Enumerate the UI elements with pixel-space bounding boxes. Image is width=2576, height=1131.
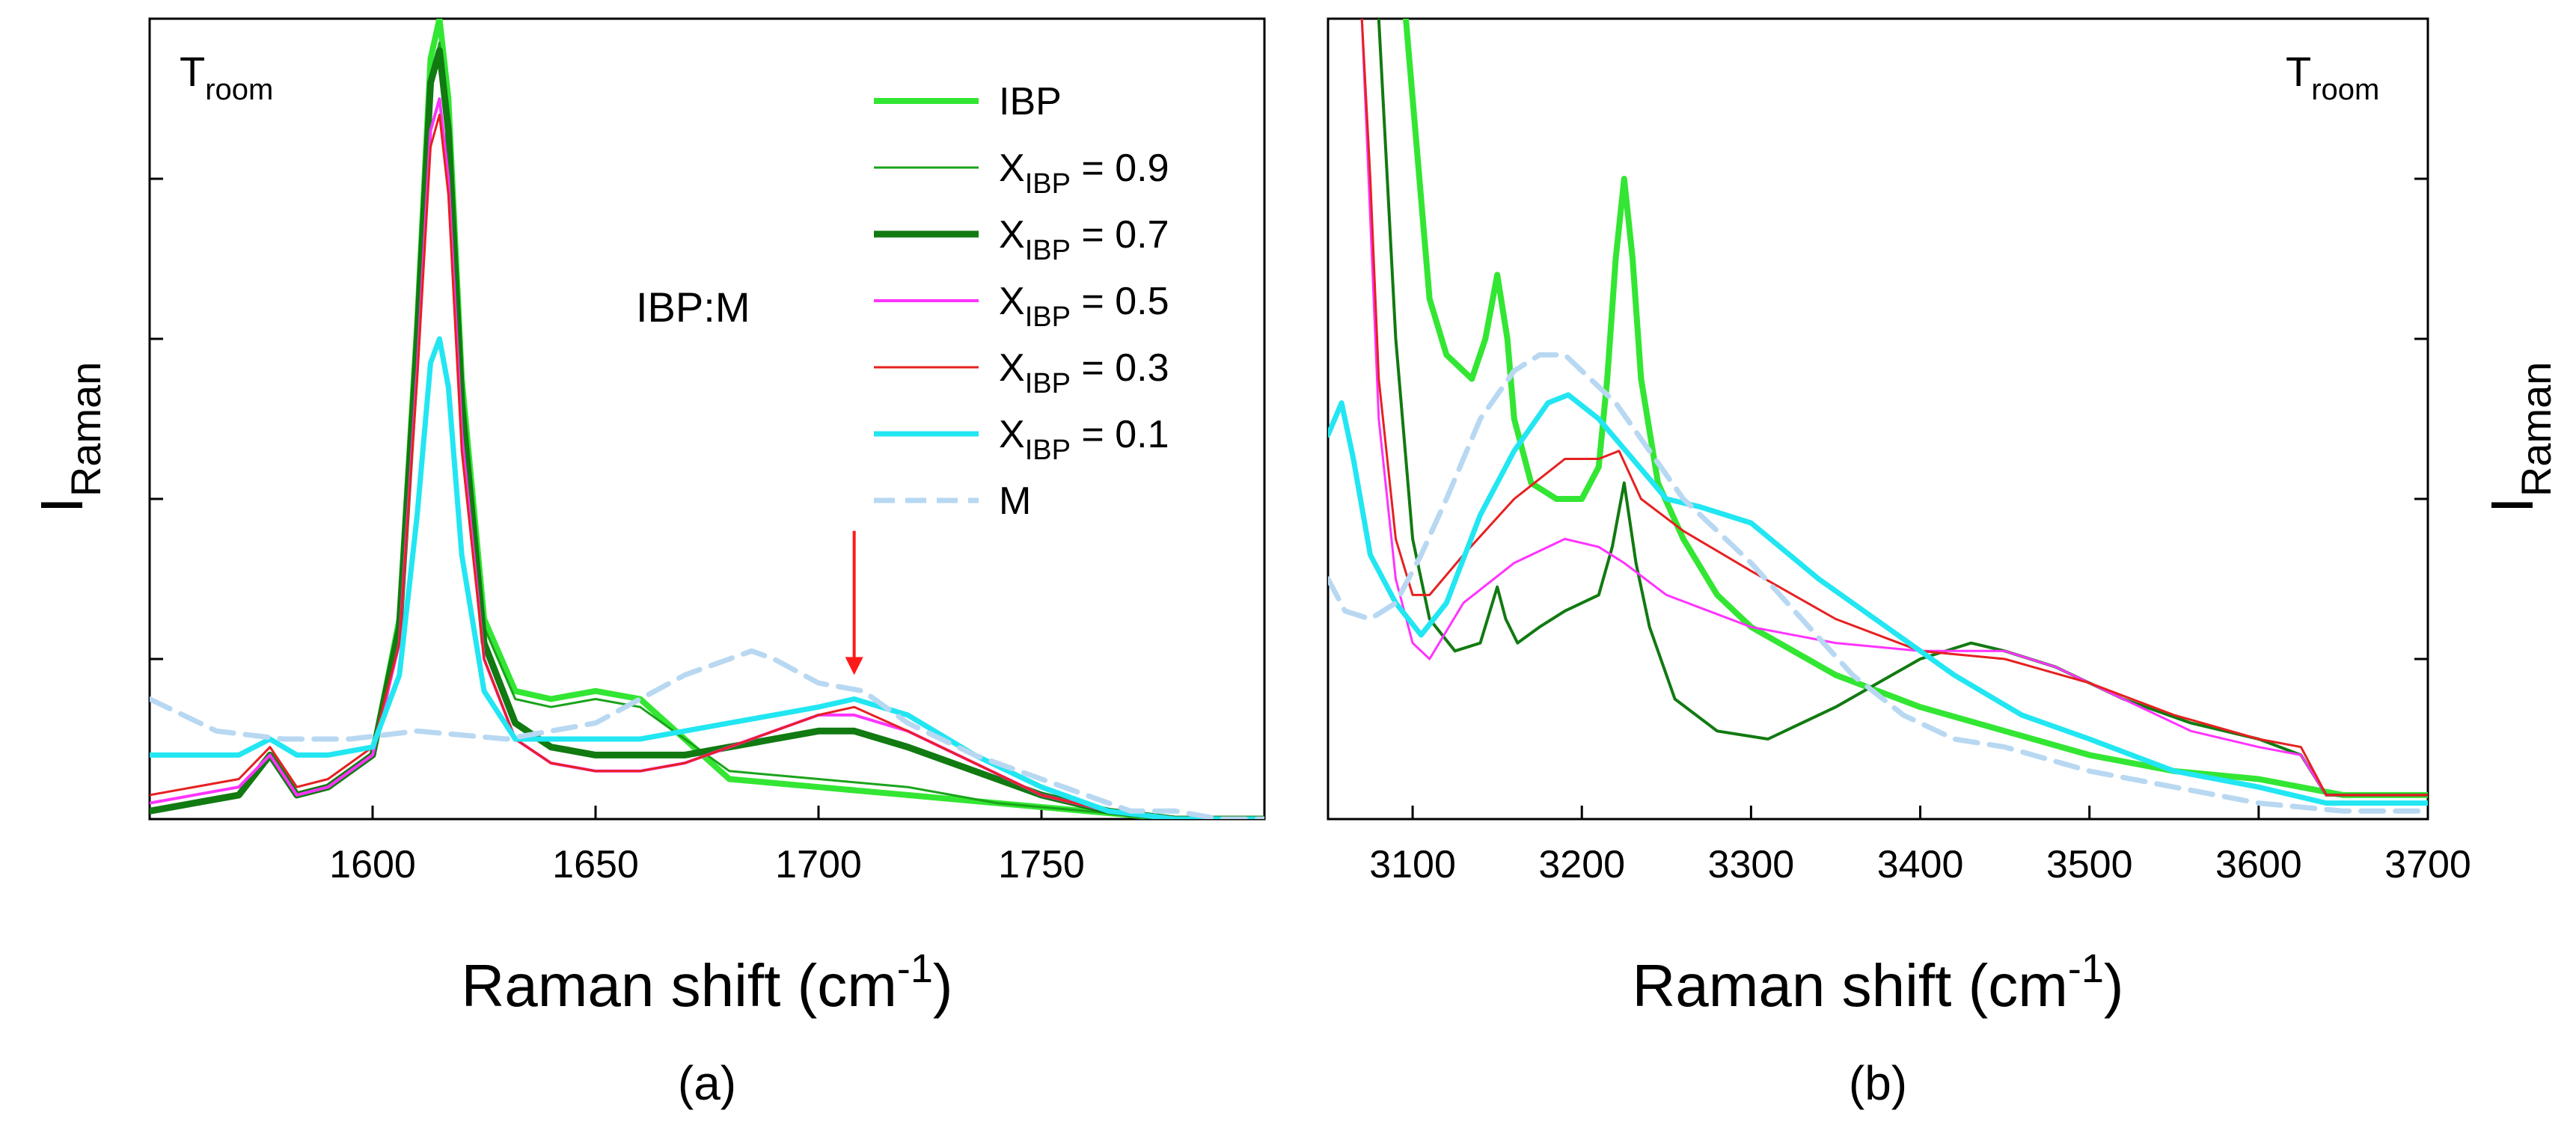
legend-label-x-0-7: XIBP = 0.7 xyxy=(999,213,1169,266)
panel-b-series xyxy=(1328,19,2428,814)
panel-b-ticks: 3100 3200 3300 3400 3500 3600 3700 xyxy=(1369,177,2471,886)
panel-b-corner-text: Troom xyxy=(2286,48,2379,106)
panel-a-label: (a) xyxy=(678,1056,736,1110)
panel-b-label: (b) xyxy=(1849,1056,1907,1110)
panel-b-xlabel: Raman shift (cm-1) xyxy=(1633,946,2124,1019)
panel-a-series-x-0-3 xyxy=(150,113,1264,819)
panel-a: 1600 1650 1700 1750 Troom IBP:M IBP XIBP = 0… xyxy=(28,17,1266,1110)
panel-a-series-x-0-1 xyxy=(150,336,1264,819)
panel-b-xtick-label-3400: 3400 xyxy=(1877,843,1964,886)
panel-b-xtick-label-3300: 3300 xyxy=(1708,843,1795,886)
legend-label-x-0-1: XIBP = 0.1 xyxy=(999,413,1169,466)
panel-a-frame xyxy=(148,17,1266,821)
panel-b-series-x-0-5 xyxy=(1360,19,2428,797)
panel-b-series-m xyxy=(1328,352,2428,814)
panel-a-xtick-label-1650: 1650 xyxy=(552,843,639,886)
panel-a-red-arrow xyxy=(845,530,863,675)
panel-a-xtick-label-1750: 1750 xyxy=(998,843,1085,886)
panel-a-xlabel: Raman shift (cm-1) xyxy=(462,946,953,1019)
panel-b-series-ibp xyxy=(1403,19,2428,798)
panel-a-series-m xyxy=(150,648,1264,819)
panel-b-xtick-label-3600: 3600 xyxy=(2215,843,2302,886)
panel-b-xtick-label-3100: 3100 xyxy=(1369,843,1456,886)
panel-a-xtick-label-1700: 1700 xyxy=(775,843,862,886)
panel-a-legend: IBP XIBP = 0.9 XIBP = 0.7 XIBP = 0.5 XIBP = … xyxy=(874,80,1169,523)
legend-label-ibp: IBP xyxy=(999,80,1062,123)
panel-b-xtick-label-3700: 3700 xyxy=(2384,843,2471,886)
legend-label-x-0-5: XIBP = 0.5 xyxy=(999,280,1169,333)
panel-a-ylabel: IRaman xyxy=(28,362,109,514)
panel-a-corner-text: Troom xyxy=(180,48,273,106)
panel-b: 3100 3200 3300 3400 3500 3600 3700 Troom IRama… xyxy=(1327,17,2560,1110)
panel-a-series xyxy=(150,19,1264,819)
panel-b-frame xyxy=(1327,17,2429,821)
panel-a-ticks: 1600 1650 1700 1750 xyxy=(150,177,1085,886)
panel-a-annotation: IBP:M xyxy=(636,283,750,331)
legend-label-m: M xyxy=(999,479,1031,523)
arrow-head xyxy=(845,657,863,675)
panel-a-series-x-0-5 xyxy=(150,97,1264,819)
panel-b-xtick-label-3200: 3200 xyxy=(1538,843,1625,886)
panel-b-ylabel: IRaman xyxy=(2479,362,2560,514)
panel-b-series-x-0-3 xyxy=(1360,19,2428,797)
legend-label-x-0-3: XIBP = 0.3 xyxy=(999,346,1169,399)
legend-label-x-0-9: XIBP = 0.9 xyxy=(999,147,1169,200)
panel-a-xtick-label-1600: 1600 xyxy=(329,843,416,886)
panel-b-xtick-label-3500: 3500 xyxy=(2046,843,2133,886)
panel-b-series-x-0-7 xyxy=(1377,19,2428,797)
